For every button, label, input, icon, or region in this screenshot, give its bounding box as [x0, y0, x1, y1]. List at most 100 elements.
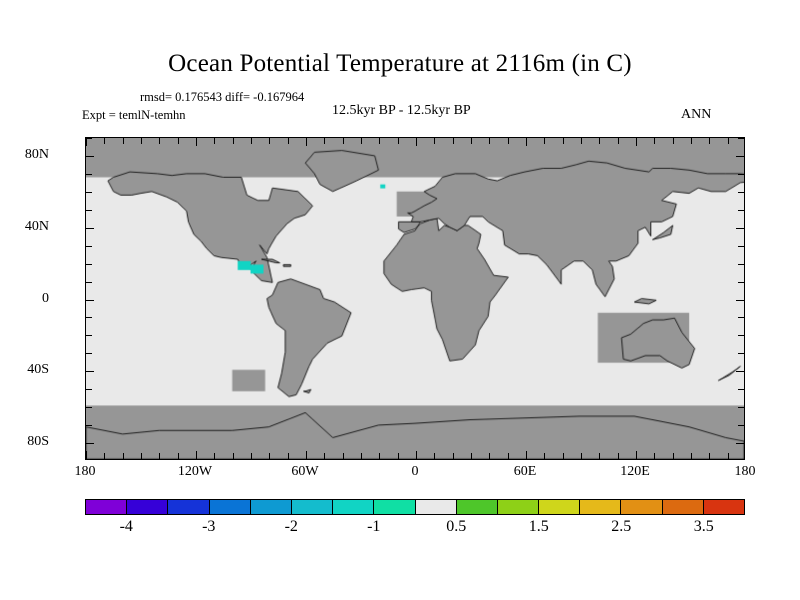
y-tick	[86, 317, 92, 319]
x-tick	[709, 453, 711, 459]
y-tick	[86, 173, 92, 175]
colorbar-segment	[456, 500, 498, 514]
x-tick	[471, 138, 472, 144]
x-tick	[526, 451, 527, 459]
y-tick	[86, 209, 92, 211]
colorbar-tick-label: -4	[119, 518, 133, 535]
x-tick	[452, 138, 454, 144]
colorbar-tick-label: 1.5	[528, 518, 549, 535]
season-label: ANN	[681, 107, 712, 122]
x-tick	[416, 451, 417, 459]
x-tick	[361, 138, 362, 144]
x-tick	[599, 138, 601, 144]
x-tick	[159, 138, 161, 144]
x-tick	[269, 138, 271, 144]
x-tick	[709, 138, 711, 144]
x-tick	[672, 138, 674, 144]
x-tick	[507, 138, 509, 144]
experiment-label: Expt = temlN-temhn	[82, 108, 186, 122]
x-tick	[672, 453, 674, 459]
y-tick	[86, 191, 92, 193]
x-tick	[617, 138, 619, 144]
x-tick	[434, 453, 436, 459]
page-title: Ocean Potential Temperature at 2116m (in…	[168, 50, 632, 77]
x-tick	[342, 453, 344, 459]
x-tick	[617, 453, 619, 459]
x-tick	[562, 453, 564, 459]
y-tick	[736, 371, 744, 373]
x-tick	[581, 453, 582, 459]
x-tick	[727, 453, 729, 459]
x-tick	[636, 451, 637, 459]
y-tick	[738, 425, 744, 427]
y-axis-label: 80N	[24, 146, 49, 162]
period-label: 12.5kyr BP - 12.5kyr BP	[332, 103, 471, 118]
colorbar-tick-label: -1	[367, 518, 381, 535]
y-tick	[736, 155, 744, 157]
x-tick	[269, 453, 271, 459]
statistics-label: rmsd= 0.176543 diff= -0.167964	[140, 90, 305, 104]
x-tick	[141, 453, 142, 459]
y-tick	[86, 227, 94, 229]
y-tick	[736, 227, 744, 229]
x-tick	[177, 453, 179, 459]
y-tick	[86, 407, 92, 409]
x-tick	[654, 138, 656, 144]
y-tick	[738, 209, 744, 211]
y-tick	[86, 299, 94, 301]
y-tick	[738, 138, 744, 139]
x-tick	[544, 138, 546, 144]
x-axis-label: 120E	[620, 464, 650, 479]
colorbar-tick-label: 2.5	[611, 518, 632, 535]
x-tick	[507, 453, 509, 459]
x-tick	[526, 138, 527, 146]
x-axis-label: 180	[734, 464, 756, 479]
colorbar-segment	[580, 500, 622, 514]
colorbar-segment	[621, 500, 663, 514]
x-tick	[654, 453, 656, 459]
x-tick	[159, 453, 161, 459]
x-tick	[397, 138, 399, 144]
x-tick	[122, 138, 124, 144]
y-tick	[738, 353, 744, 355]
map-plot-area	[85, 137, 745, 460]
y-tick	[738, 191, 744, 193]
x-tick	[104, 453, 106, 459]
y-tick	[86, 371, 94, 373]
y-tick	[86, 425, 92, 427]
x-tick	[544, 453, 546, 459]
x-tick	[342, 138, 344, 144]
x-tick	[691, 453, 692, 459]
y-tick	[86, 155, 94, 157]
x-tick	[324, 453, 326, 459]
x-tick	[86, 138, 87, 146]
colorbar	[85, 499, 745, 515]
colorbar-segment	[497, 500, 540, 514]
x-tick	[489, 453, 491, 459]
colorbar-segment	[168, 500, 210, 514]
y-tick	[86, 281, 92, 283]
y-tick	[738, 389, 744, 391]
x-tick	[287, 453, 289, 459]
x-axis-label: 180	[74, 464, 96, 479]
colorbar-segment	[209, 500, 251, 514]
x-tick	[691, 138, 692, 144]
y-tick	[736, 443, 744, 445]
colorbar-tick-label: 3.5	[693, 518, 714, 535]
colorbar-segment	[539, 500, 581, 514]
colorbar-segment	[333, 500, 375, 514]
colorbar-tick-label: -2	[284, 518, 298, 535]
x-tick	[86, 451, 87, 459]
x-tick	[287, 138, 289, 144]
x-tick	[397, 453, 399, 459]
y-tick	[738, 335, 744, 337]
world-map-heatmap	[86, 138, 744, 459]
x-tick	[306, 451, 307, 459]
x-tick	[416, 138, 417, 146]
x-tick	[196, 451, 197, 459]
y-tick	[738, 317, 744, 319]
x-tick	[599, 453, 601, 459]
colorbar-segment	[250, 500, 292, 514]
x-tick	[562, 138, 564, 144]
